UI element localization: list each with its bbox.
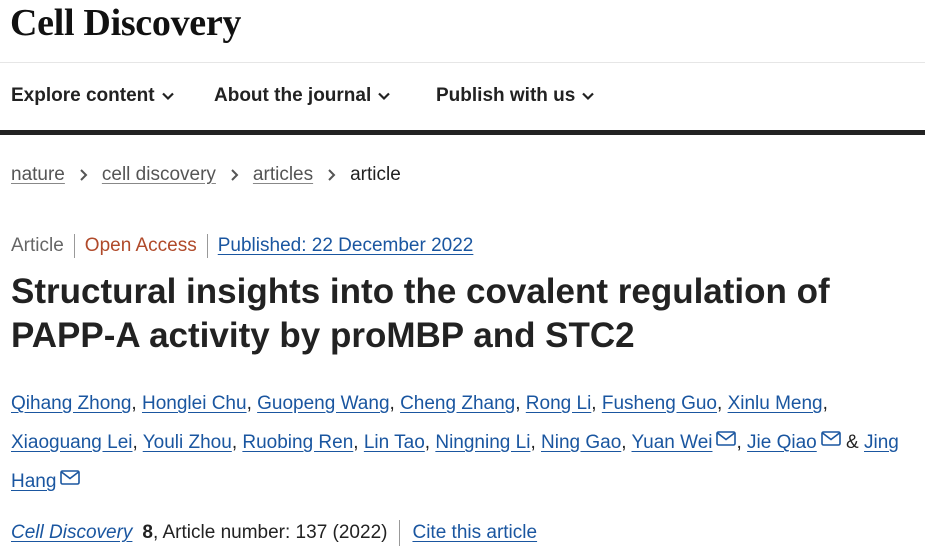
main-nav: Explore content About the journal Publis… (0, 63, 925, 130)
author-separator: , (132, 432, 138, 453)
author-link[interactable]: Ning Gao (541, 432, 622, 453)
citation-divider (399, 520, 401, 546)
article-meta: Article Open Access Published: 22 Decemb… (11, 234, 473, 258)
author-list: Qihang Zhong, Honglei Chu, Guopeng Wang,… (11, 384, 921, 501)
envelope-icon[interactable] (820, 431, 841, 446)
envelope-icon[interactable] (716, 431, 737, 446)
author-link[interactable]: Ningning Li (435, 432, 531, 453)
author-ampersand: & (846, 432, 859, 453)
article-title: Structural insights into the covalent re… (11, 272, 830, 355)
author-link[interactable]: Honglei Chu (141, 393, 247, 414)
author-separator: , (353, 432, 359, 453)
author-link[interactable]: Xinlu Meng (727, 393, 823, 414)
author-link[interactable]: Youli Zhou (142, 432, 232, 453)
author-separator: , (515, 393, 521, 414)
breadcrumb-nature[interactable]: nature (11, 164, 65, 185)
open-access-badge: Open Access (84, 235, 197, 256)
nav-item-label: Publish with us (436, 85, 576, 106)
nav-item-label: About the journal (214, 85, 372, 106)
nav-about-journal[interactable]: About the journal (214, 85, 391, 107)
author-separator: , (822, 393, 828, 414)
author-separator: , (591, 393, 597, 414)
breadcrumb: nature cell discovery articles article (11, 164, 401, 186)
article-type: Article (11, 235, 64, 256)
author-link[interactable]: Cheng Zhang (400, 393, 516, 414)
nav-divider (0, 130, 925, 135)
author-separator: , (424, 432, 431, 453)
author-separator: , (621, 432, 627, 453)
author-link[interactable]: Jie Qiao (747, 432, 817, 453)
author-link[interactable]: Xiaoguang Lei (11, 432, 133, 453)
nav-explore-content[interactable]: Explore content (11, 85, 175, 107)
article-number: , Article number: 137 (2022) (153, 522, 388, 543)
author-link[interactable]: Lin Tao (363, 432, 425, 453)
envelope-icon[interactable] (60, 470, 81, 485)
author-link[interactable]: Yuan Wei (631, 432, 713, 453)
chevron-right-icon (231, 169, 239, 181)
meta-divider (206, 234, 208, 258)
author-separator: , (389, 393, 395, 414)
citation-line: Cell Discovery 8 , Article number: 137 (… (11, 520, 537, 546)
chevron-down-icon (161, 92, 174, 101)
chevron-down-icon (582, 92, 595, 101)
chevron-right-icon (80, 169, 88, 181)
author-link[interactable]: Qihang Zhong (11, 393, 132, 414)
author-link[interactable]: Guopeng Wang (257, 393, 390, 414)
journal-link[interactable]: Cell Discovery (11, 522, 133, 543)
chevron-right-icon (328, 169, 336, 181)
site-header: Cell Discovery (0, 0, 925, 63)
author-separator: , (530, 432, 536, 453)
volume-number: 8 (142, 522, 153, 543)
author-separator: , (736, 432, 742, 453)
author-link[interactable]: Jing Hang (11, 432, 899, 492)
author-separator: , (717, 393, 723, 414)
nav-publish-with-us[interactable]: Publish with us (436, 85, 595, 107)
author-link[interactable]: Fusheng Guo (601, 393, 717, 414)
nav-item-label: Explore content (11, 85, 155, 106)
journal-logo[interactable]: Cell Discovery (10, 2, 242, 44)
breadcrumb-articles[interactable]: articles (252, 164, 314, 185)
author-separator: , (131, 393, 137, 414)
breadcrumb-current: article (350, 164, 401, 185)
author-separator: , (246, 393, 252, 414)
author-separator: , (231, 432, 238, 453)
meta-divider (73, 234, 75, 258)
author-link[interactable]: Rong Li (525, 393, 592, 414)
cite-this-article-link[interactable]: Cite this article (412, 522, 538, 543)
author-link[interactable]: Ruobing Ren (242, 432, 354, 453)
chevron-down-icon (378, 92, 391, 101)
published-date-link[interactable]: Published: 22 December 2022 (217, 235, 474, 256)
breadcrumb-cell-discovery[interactable]: cell discovery (101, 164, 216, 185)
